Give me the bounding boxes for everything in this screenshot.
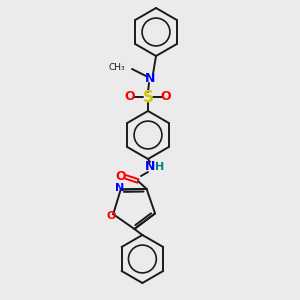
Text: O: O xyxy=(116,169,126,182)
Text: CH₃: CH₃ xyxy=(108,62,125,71)
Text: O: O xyxy=(106,211,116,221)
Text: H: H xyxy=(155,162,165,172)
Text: N: N xyxy=(145,71,155,85)
Text: S: S xyxy=(142,89,154,104)
Text: O: O xyxy=(125,91,135,103)
Text: N: N xyxy=(145,160,155,173)
Text: O: O xyxy=(161,91,171,103)
Text: N: N xyxy=(115,183,124,194)
